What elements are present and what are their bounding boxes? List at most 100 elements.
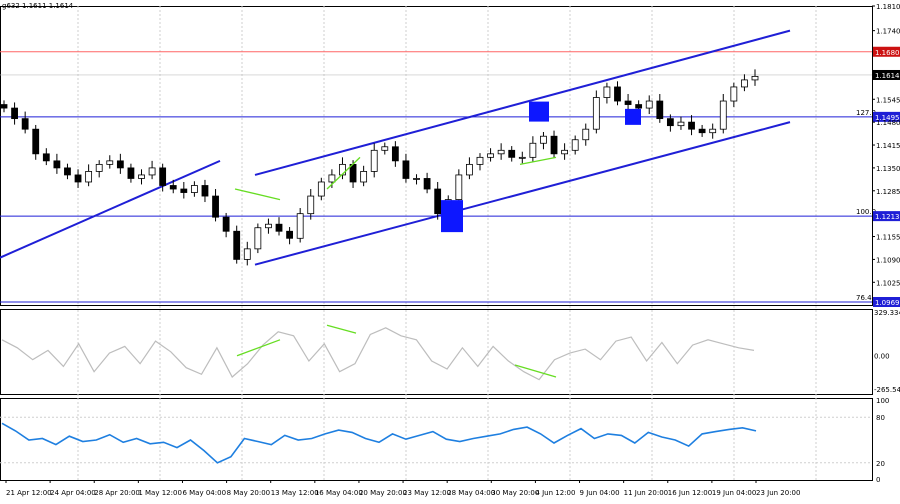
candle-body[interactable]: [645, 100, 653, 109]
candle-body[interactable]: [709, 128, 717, 134]
candle-body[interactable]: [180, 188, 188, 193]
candle-body[interactable]: [127, 167, 135, 179]
candle-body[interactable]: [476, 156, 484, 165]
cci-line[interactable]: [1, 327, 755, 381]
time-tick-label: 8 May 20:00: [227, 489, 271, 497]
candle-body[interactable]: [21, 118, 29, 130]
candle-body[interactable]: [455, 174, 463, 200]
candle-body[interactable]: [592, 97, 600, 130]
time-tick-label: 1 May 12:00: [138, 489, 182, 497]
candle-body[interactable]: [148, 167, 156, 176]
candle-body[interactable]: [487, 153, 494, 158]
time-tick-label: 13 May 12:00: [271, 489, 319, 497]
candle-body[interactable]: [360, 171, 368, 183]
time-tick-label: 21 Apr 12:00: [6, 489, 52, 497]
candle-body[interactable]: [254, 227, 262, 250]
price-tag-label: 1.1213: [875, 213, 900, 221]
candle-body[interactable]: [423, 178, 431, 190]
candle-body[interactable]: [688, 121, 695, 130]
candle-body[interactable]: [656, 100, 664, 120]
candle-body[interactable]: [518, 156, 526, 159]
candle-body[interactable]: [698, 128, 706, 134]
candle-body[interactable]: [381, 146, 389, 151]
candle-body[interactable]: [190, 185, 198, 193]
time-tick-label: 20 May 20:00: [359, 489, 407, 497]
candle-body[interactable]: [550, 135, 558, 155]
fibo-level-label: 127.2: [856, 109, 876, 117]
candle-body[interactable]: [719, 100, 727, 130]
candle-body[interactable]: [751, 75, 759, 81]
candle-body[interactable]: [106, 160, 114, 165]
candle-body[interactable]: [169, 185, 177, 190]
candle-body[interactable]: [116, 160, 124, 169]
pane-frame: [0, 6, 873, 306]
candle-body[interactable]: [233, 230, 241, 260]
price-tag: [873, 69, 900, 80]
price-tag-label: 1.0969: [875, 299, 900, 307]
price-tag-label: 1.1614: [875, 72, 900, 80]
rsi-tick-label: 100: [876, 397, 889, 405]
candle-body[interactable]: [370, 149, 378, 172]
candle-body[interactable]: [74, 174, 82, 183]
candle-body[interactable]: [434, 188, 442, 215]
cci-tick-label: 329.3341: [874, 309, 900, 317]
candle-body[interactable]: [286, 230, 293, 239]
candle-body[interactable]: [571, 139, 579, 151]
rsi-indicator[interactable]: [0, 416, 872, 464]
candle-body[interactable]: [614, 86, 621, 102]
candle-body[interactable]: [53, 160, 61, 169]
candle-body[interactable]: [603, 86, 611, 98]
candle-body[interactable]: [540, 135, 547, 144]
candle-body[interactable]: [677, 121, 685, 127]
candle-body[interactable]: [529, 142, 537, 158]
candle-body[interactable]: [0, 104, 8, 109]
time-tick-label: 16 May 04:00: [315, 489, 363, 497]
cci-indicator[interactable]: [1, 324, 755, 381]
candle-body[interactable]: [730, 86, 738, 102]
candle-body[interactable]: [317, 181, 325, 197]
candle-body[interactable]: [222, 216, 230, 232]
rsi-line[interactable]: [1, 422, 757, 464]
candle-body[interactable]: [95, 163, 103, 172]
candle-body[interactable]: [413, 178, 420, 180]
candle-body[interactable]: [11, 107, 18, 120]
candle-body[interactable]: [635, 104, 643, 109]
time-tick-label: 23 Jun 20:00: [756, 489, 800, 497]
trend-line: [254, 121, 791, 266]
price-tick-label: 1.1155: [876, 234, 900, 242]
candle-body[interactable]: [391, 146, 399, 162]
candle-body[interactable]: [243, 248, 251, 260]
candle-body[interactable]: [561, 149, 569, 155]
price-candles[interactable]: [0, 69, 759, 266]
candle-body[interactable]: [508, 149, 516, 158]
rsi-tick-label: 20: [876, 460, 885, 468]
candle-body[interactable]: [582, 128, 590, 141]
candle-body[interactable]: [32, 128, 40, 155]
candle-body[interactable]: [741, 79, 748, 88]
candle-body[interactable]: [296, 213, 304, 239]
cci-tick-label: 0.00: [874, 353, 890, 361]
candle-body[interactable]: [402, 160, 410, 179]
candle-body[interactable]: [138, 174, 145, 179]
candle-body[interactable]: [349, 163, 357, 183]
candle-body[interactable]: [159, 167, 167, 186]
candle-body[interactable]: [307, 195, 315, 215]
candle-body[interactable]: [497, 149, 505, 155]
candle-body[interactable]: [624, 100, 632, 105]
price-tick-label: 1.1285: [876, 188, 900, 196]
price-tick-label: 1.1480: [876, 119, 900, 127]
candle-body[interactable]: [265, 223, 272, 229]
time-tick-label: 23 May 12:00: [403, 489, 451, 497]
candle-body[interactable]: [85, 171, 93, 183]
candle-body[interactable]: [201, 185, 209, 197]
candle-body[interactable]: [328, 174, 336, 183]
candle-body[interactable]: [275, 223, 283, 232]
candle-body[interactable]: [64, 167, 71, 176]
candle-body[interactable]: [42, 153, 50, 162]
signal-markers: [441, 101, 641, 233]
candle-body[interactable]: [212, 195, 219, 218]
candle-body[interactable]: [666, 118, 674, 127]
candle-body[interactable]: [466, 163, 473, 176]
